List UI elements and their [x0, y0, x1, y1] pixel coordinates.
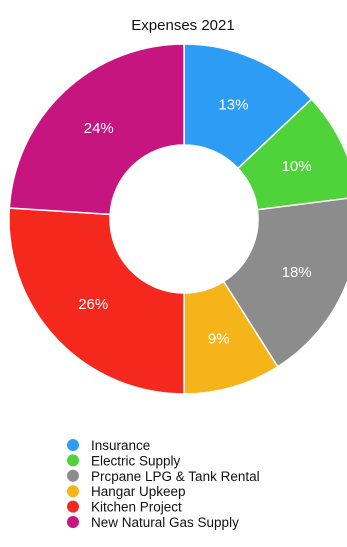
legend-swatch-prcpane-lpg-tank-rental — [67, 469, 79, 482]
slice-label-electric-supply: 10% — [282, 158, 312, 175]
slice-label-insurance: 13% — [218, 97, 248, 114]
slice-electric-supply — [236, 98, 347, 211]
slice-prcpane-lpg-tank-rental — [222, 197, 347, 368]
legend-swatch-insurance — [67, 439, 79, 451]
legend-swatch-hangar-upkeep — [67, 485, 79, 498]
legend-label-insurance: Insurance — [91, 438, 150, 453]
donut-slices — [8, 43, 347, 395]
chart-title: Expenses 2021 — [131, 17, 234, 34]
slice-label-prcpane-lpg-tank-rental: 18% — [282, 264, 312, 281]
legend-swatch-kitchen-project — [67, 500, 79, 513]
slice-label-hangar-upkeep: 9% — [208, 331, 230, 348]
legend-label-kitchen-project: Kitchen Project — [91, 500, 182, 515]
slice-label-new-natural-gas-supply: 24% — [84, 120, 114, 137]
slice-kitchen-project — [8, 207, 185, 395]
slice-label-kitchen-project: 26% — [78, 296, 108, 313]
legend-label-electric-supply: Electric Supply — [91, 453, 181, 468]
legend-swatch-new-natural-gas-supply — [67, 516, 79, 528]
legend-swatch-electric-supply — [67, 454, 79, 467]
slice-new-natural-gas-supply — [8, 43, 185, 216]
legend-label-new-natural-gas-supply: New Natural Gas Supply — [91, 515, 239, 530]
legend-label-prcpane-lpg-tank-rental: Prcpane LPG & Tank Rental — [91, 469, 260, 484]
slice-labels: 13% 10% 18% 9% 26% 24% — [78, 97, 311, 348]
legend-label-hangar-upkeep: Hangar Upkeep — [91, 484, 186, 499]
